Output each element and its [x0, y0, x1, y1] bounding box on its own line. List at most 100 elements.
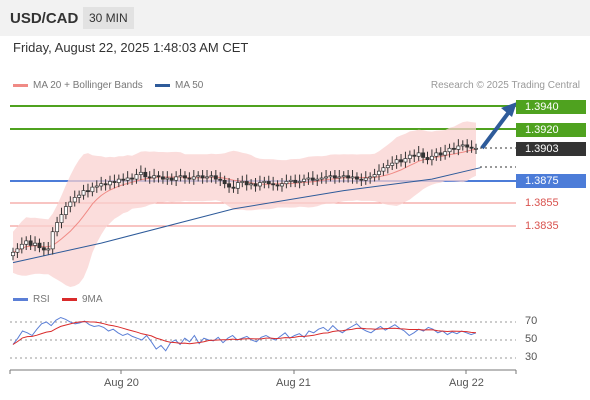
candle-body	[183, 175, 187, 179]
candle-body	[147, 176, 152, 179]
ma20-line	[12, 148, 477, 253]
candle-body	[11, 251, 15, 257]
candle-body	[469, 146, 474, 149]
candle-body	[474, 147, 478, 150]
candle-body	[68, 201, 73, 207]
candle-body	[63, 206, 68, 215]
candle-body	[407, 154, 412, 159]
candle-body	[403, 158, 408, 163]
candle-body	[372, 174, 377, 178]
candle-body	[429, 155, 434, 161]
x-tick-aug21: Aug 21	[276, 377, 311, 389]
candle-body	[196, 175, 201, 178]
candle-body	[359, 178, 364, 181]
rsi-tick-30: 30	[525, 351, 538, 363]
candle-body	[346, 175, 351, 179]
candle-body	[55, 222, 60, 233]
candle-body	[134, 174, 139, 180]
candlesticks	[11, 139, 478, 261]
candle-body	[28, 240, 33, 246]
candle-body	[169, 177, 174, 181]
candle-body	[227, 183, 232, 188]
rsi-ma-legend: 9MA	[62, 294, 103, 305]
candle-body	[187, 177, 192, 180]
ma50-label: MA 50	[175, 80, 204, 91]
candle-body	[434, 152, 439, 157]
candle-body	[293, 179, 298, 183]
candle-body	[381, 167, 386, 172]
candle-body	[332, 175, 337, 179]
candle-body	[94, 185, 99, 188]
candle-body	[394, 159, 399, 164]
candle-body	[443, 151, 448, 156]
candle-body	[174, 176, 179, 181]
candle-body	[412, 154, 417, 157]
candle-body	[108, 181, 112, 186]
candle-body	[319, 177, 324, 180]
candle-body	[240, 181, 245, 183]
candle-body	[178, 175, 183, 178]
candle-body	[271, 183, 276, 186]
candle-body	[315, 178, 320, 181]
candle-body	[156, 175, 161, 178]
candle-body	[116, 178, 121, 183]
pivot-label: 1.3875	[516, 174, 586, 188]
candle-body	[416, 152, 421, 157]
rsi-ma-swatch	[62, 297, 77, 301]
support-label-2: 1.3835	[525, 220, 559, 232]
candle-body	[310, 177, 315, 181]
candle-body	[385, 165, 390, 169]
candle-body	[363, 177, 368, 181]
candle-body	[213, 175, 218, 180]
current-price-label: 1.3903	[516, 142, 586, 156]
rsi-tick-70: 70	[525, 315, 538, 327]
candle-body	[350, 176, 355, 179]
candle-body	[19, 243, 24, 250]
candle-body	[41, 247, 46, 251]
candle-body	[452, 147, 456, 150]
candle-body	[288, 179, 293, 182]
candle-body	[235, 182, 240, 189]
candle-body	[460, 144, 465, 147]
forecast-arrow	[480, 110, 511, 150]
candle-body	[447, 147, 452, 153]
ma50-path	[12, 167, 481, 264]
candle-body	[257, 182, 262, 187]
candle-body	[280, 183, 284, 187]
x-tick-aug20: Aug 20	[104, 377, 139, 389]
candle-body	[165, 177, 170, 180]
chart-header: USD/CAD 30 MIN	[0, 0, 590, 36]
candle-body	[99, 183, 104, 187]
candle-body	[253, 183, 258, 187]
candle-body	[125, 177, 130, 181]
candle-body	[399, 159, 403, 163]
candle-body	[152, 175, 157, 179]
candle-body	[33, 242, 37, 246]
candle-body	[222, 179, 227, 185]
ma20-path	[12, 148, 477, 253]
level-label-1: 1.3940	[516, 100, 586, 114]
research-credit: Research © 2025 Trading Central	[430, 80, 580, 91]
rsi-legend-label: RSI	[33, 294, 50, 305]
candle-body	[306, 177, 311, 180]
chart-datetime: Friday, August 22, 2025 1:48:03 AM CET	[13, 40, 249, 55]
x-tick-aug22: Aug 22	[449, 377, 484, 389]
candle-body	[368, 176, 373, 179]
candle-body	[200, 175, 205, 179]
rsi-tick-50: 50	[525, 333, 538, 345]
candle-body	[249, 183, 254, 186]
candle-body	[328, 175, 333, 178]
candle-body	[77, 194, 82, 198]
candle-body	[231, 186, 236, 189]
candle-body	[90, 186, 95, 193]
level-label-2: 1.3920	[516, 123, 586, 137]
bollinger-band-area	[13, 121, 476, 288]
rsi-ma-path	[12, 321, 477, 345]
ma50-line	[12, 167, 481, 264]
bollinger-band	[13, 121, 476, 288]
candle-body	[24, 240, 29, 245]
support-label-1: 1.3855	[525, 197, 559, 209]
candle-body	[218, 178, 223, 181]
ma20-label: MA 20 + Bollinger Bands	[33, 80, 143, 91]
timeframe-badge[interactable]: 30 MIN	[83, 7, 134, 29]
